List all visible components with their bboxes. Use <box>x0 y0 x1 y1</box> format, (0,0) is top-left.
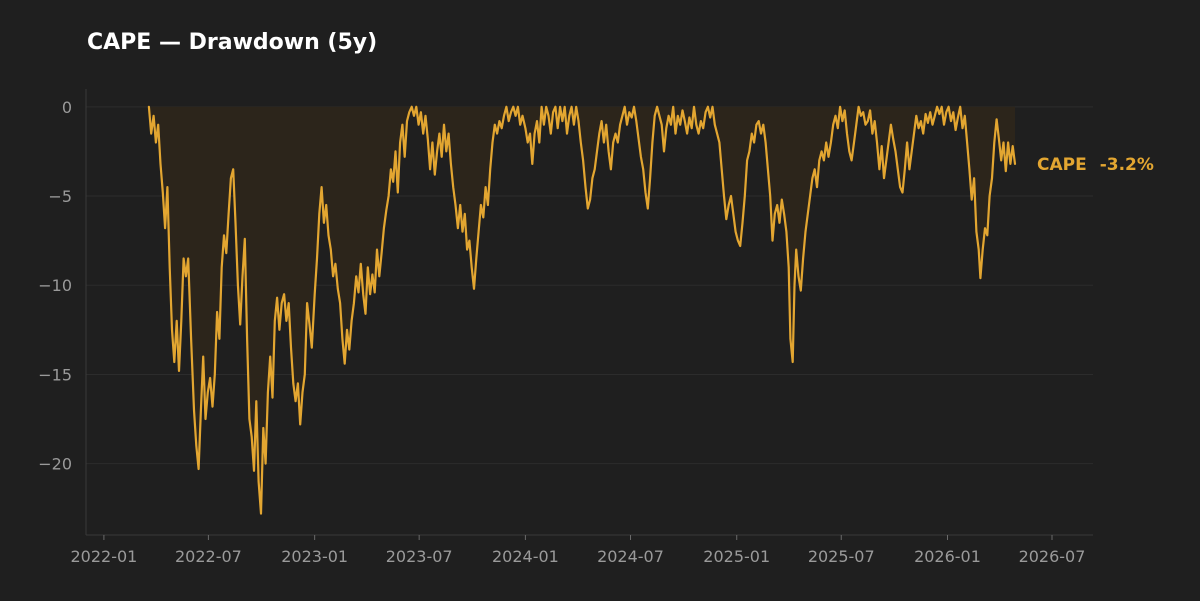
series-last-value: -3.2% <box>1100 155 1154 175</box>
x-tick-label: 2022-07 <box>175 547 242 566</box>
x-tick-label: 2022-01 <box>70 547 137 566</box>
y-tick-label: −20 <box>38 455 72 474</box>
x-tick-label: 2025-07 <box>808 547 875 566</box>
y-tick-label: −5 <box>48 187 72 206</box>
series-end-label: CAPE -3.2% <box>1037 155 1154 175</box>
series-name: CAPE <box>1037 155 1087 175</box>
drawdown-line <box>147 105 1017 515</box>
x-tick-label: 2023-01 <box>281 547 348 566</box>
chart-title: CAPE — Drawdown (5y) <box>87 30 378 55</box>
y-tick-label: −10 <box>38 276 72 295</box>
x-tick-label: 2026-01 <box>914 547 981 566</box>
x-tick-label: 2025-01 <box>703 547 770 566</box>
x-tick-label: 2024-01 <box>492 547 559 566</box>
x-tick-label: 2024-07 <box>597 547 664 566</box>
series-layer <box>147 105 1017 515</box>
x-tick-label: 2026-07 <box>1019 547 1086 566</box>
y-tick-label: −15 <box>38 365 72 384</box>
axis-layer: 0 −5 −10 −15 −20 2022-01 2022-07 2023-01 2023-07… <box>38 89 1093 566</box>
x-tick-label: 2023-07 <box>386 547 453 566</box>
drawdown-area <box>148 106 1015 514</box>
label-layer: CAPE -3.2% <box>1037 155 1154 175</box>
y-tick-label: 0 <box>62 98 72 117</box>
